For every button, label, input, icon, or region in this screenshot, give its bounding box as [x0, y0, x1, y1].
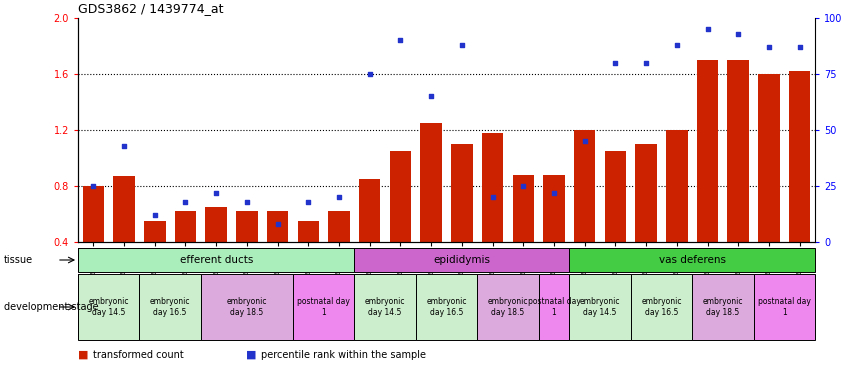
Text: embryonic
day 16.5: embryonic day 16.5: [426, 297, 467, 317]
Text: embryonic
day 14.5: embryonic day 14.5: [88, 297, 129, 317]
Point: [148, 212, 161, 218]
Point: [332, 194, 346, 200]
Bar: [267, 211, 288, 242]
Point: [394, 37, 407, 43]
Text: embryonic
day 18.5: embryonic day 18.5: [702, 297, 743, 317]
Text: embryonic
day 14.5: embryonic day 14.5: [579, 297, 621, 317]
Bar: [144, 221, 166, 242]
Bar: [201, 274, 293, 340]
Bar: [359, 179, 380, 242]
Bar: [298, 221, 319, 242]
Text: efferent ducts: efferent ducts: [179, 255, 253, 265]
Bar: [789, 71, 811, 242]
Bar: [78, 248, 354, 272]
Point: [732, 31, 745, 37]
Bar: [692, 274, 754, 340]
Bar: [666, 130, 688, 242]
Bar: [82, 186, 104, 242]
Point: [302, 199, 315, 205]
Point: [547, 190, 561, 196]
Text: transformed count: transformed count: [93, 350, 184, 360]
Point: [609, 60, 622, 66]
Bar: [78, 274, 140, 340]
Bar: [631, 274, 692, 340]
Point: [179, 199, 193, 205]
Bar: [293, 274, 354, 340]
Point: [516, 183, 530, 189]
Point: [455, 42, 468, 48]
Text: embryonic
day 18.5: embryonic day 18.5: [488, 297, 528, 317]
Text: postnatal day
1: postnatal day 1: [297, 297, 350, 317]
Text: ■: ■: [78, 350, 88, 360]
Bar: [569, 248, 815, 272]
Bar: [354, 248, 569, 272]
Bar: [415, 274, 477, 340]
Point: [486, 194, 500, 200]
Point: [271, 221, 284, 227]
Point: [578, 138, 591, 144]
Point: [425, 93, 438, 99]
Bar: [140, 274, 201, 340]
Text: vas deferens: vas deferens: [659, 255, 726, 265]
Point: [87, 183, 100, 189]
Text: postnatal day
1: postnatal day 1: [758, 297, 811, 317]
Point: [241, 199, 254, 205]
Point: [118, 142, 131, 149]
Point: [701, 26, 714, 32]
Point: [363, 71, 377, 77]
Text: embryonic
day 18.5: embryonic day 18.5: [226, 297, 267, 317]
Bar: [543, 175, 564, 242]
Point: [670, 42, 684, 48]
Text: percentile rank within the sample: percentile rank within the sample: [262, 350, 426, 360]
Text: embryonic
day 14.5: embryonic day 14.5: [365, 297, 405, 317]
Bar: [605, 151, 627, 242]
Bar: [354, 274, 415, 340]
Bar: [114, 176, 135, 242]
Bar: [697, 60, 718, 242]
Text: ■: ■: [246, 350, 257, 360]
Text: development stage: development stage: [4, 302, 99, 312]
Bar: [512, 175, 534, 242]
Bar: [205, 207, 227, 242]
Bar: [754, 274, 815, 340]
Bar: [569, 274, 631, 340]
Text: tissue: tissue: [4, 255, 34, 265]
Bar: [482, 133, 503, 242]
Text: embryonic
day 16.5: embryonic day 16.5: [641, 297, 682, 317]
Bar: [538, 274, 569, 340]
Bar: [175, 211, 196, 242]
Point: [793, 44, 807, 50]
Bar: [420, 123, 442, 242]
Bar: [451, 144, 473, 242]
Bar: [574, 130, 595, 242]
Bar: [477, 274, 538, 340]
Point: [762, 44, 775, 50]
Text: GDS3862 / 1439774_at: GDS3862 / 1439774_at: [78, 2, 224, 15]
Bar: [236, 211, 257, 242]
Bar: [727, 60, 749, 242]
Bar: [759, 74, 780, 242]
Text: epididymis: epididymis: [433, 255, 490, 265]
Bar: [328, 211, 350, 242]
Text: embryonic
day 16.5: embryonic day 16.5: [150, 297, 190, 317]
Bar: [635, 144, 657, 242]
Point: [639, 60, 653, 66]
Bar: [389, 151, 411, 242]
Text: postnatal day
1: postnatal day 1: [527, 297, 580, 317]
Point: [209, 190, 223, 196]
